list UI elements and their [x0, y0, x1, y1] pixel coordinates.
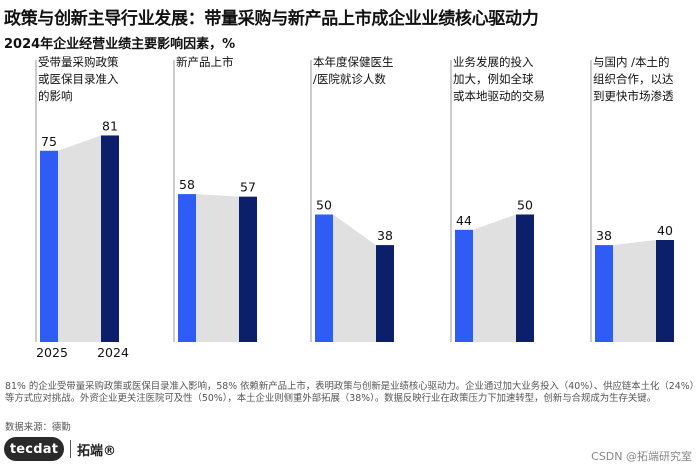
value-label-2024: 50: [517, 198, 533, 213]
watermark: CSDN @拓端研究室: [591, 450, 692, 463]
bar-2025: [40, 150, 58, 342]
bar-2025: [595, 245, 613, 342]
category-label: 受带量采购政策: [38, 55, 119, 69]
bar-connector-area: [333, 214, 376, 342]
category-label: 新产品上市: [176, 55, 234, 69]
value-label-2025: 38: [596, 228, 612, 243]
bar-connector-area: [58, 135, 101, 342]
category-label: 的影响: [38, 89, 73, 103]
year-label-2025: 2025: [36, 345, 68, 360]
bar-2024: [239, 196, 257, 342]
footnote: 81% 的企业受带量采购政策或医保目录准入影响，58% 依赖新产品上市，表明政策…: [5, 381, 695, 404]
value-label-2025: 75: [41, 134, 57, 149]
chart-subtitle: 2024年企业经营业绩主要影响因素，%: [4, 37, 236, 52]
bar-2025: [455, 229, 473, 342]
category-label: 组织合作，以达: [593, 72, 674, 86]
value-label-2024: 57: [240, 180, 256, 195]
bar-2024: [516, 214, 534, 342]
value-label-2025: 50: [316, 198, 332, 213]
category-label: 或本地驱动的交易: [453, 89, 545, 103]
category-label: 加大，例如全球: [453, 72, 534, 86]
bar-connector-area: [613, 240, 656, 342]
brand-logo: tecdat 拓端®: [4, 436, 116, 462]
bar-2025: [178, 194, 196, 342]
category-label: 或医保目录准入: [38, 72, 119, 86]
value-label-2025: 58: [179, 177, 195, 192]
value-label-2024: 40: [657, 223, 673, 238]
category-label: 与国内 /本土的: [593, 55, 670, 69]
value-label-2025: 44: [456, 213, 472, 228]
tecdat-logo: tecdat: [4, 437, 64, 461]
data-source: 数据来源：德勤: [5, 422, 71, 433]
brand-name: 拓端®: [77, 443, 117, 459]
bar-2025: [315, 214, 333, 342]
bar-connector-area: [473, 214, 516, 342]
bar-2024: [376, 245, 394, 342]
bar-2024: [656, 240, 674, 342]
chart-title: 政策与创新主导行业发展：带量采购与新产品上市成企业业绩核心驱动力: [4, 9, 539, 29]
year-label-2024: 2024: [97, 345, 129, 360]
category-label: 本年度保健医生: [313, 55, 394, 69]
bar-connector-area: [196, 194, 239, 342]
bar-2024: [101, 135, 119, 342]
category-label: /医院就诊人数: [313, 72, 386, 86]
value-label-2024: 38: [377, 228, 393, 243]
value-label-2024: 81: [102, 118, 118, 133]
category-label: 业务发展的投入: [453, 55, 534, 69]
category-label: 到更快市场渗透: [593, 89, 674, 103]
logo-divider: [70, 440, 71, 458]
